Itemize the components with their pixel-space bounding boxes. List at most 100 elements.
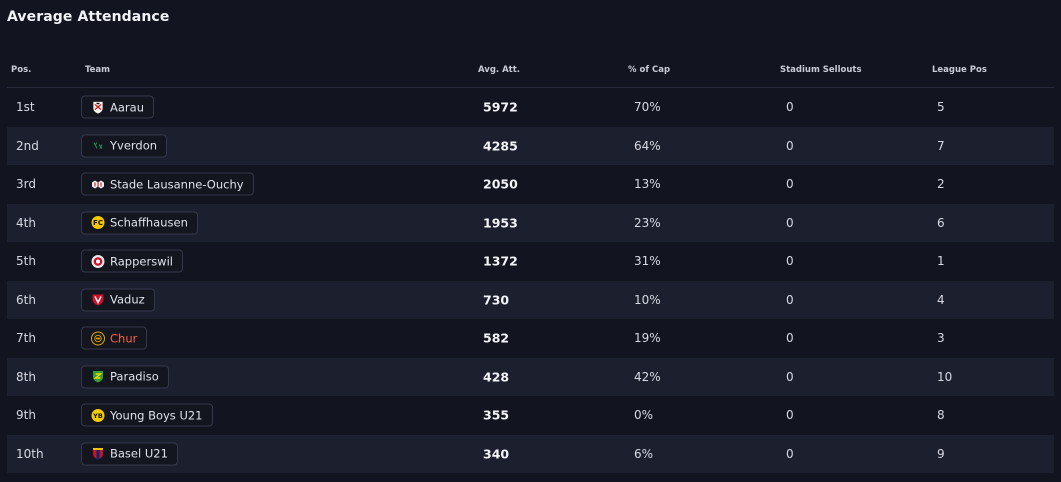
league-pos-cell: 5 — [937, 100, 945, 115]
table-row[interactable]: 1st Aarau 5972 70% 0 5 — [7, 88, 1054, 127]
yverdon-crest-icon — [91, 139, 105, 153]
pct-capacity-cell: 70% — [634, 100, 661, 115]
team-link[interactable]: Basel U21 — [81, 442, 178, 466]
svg-text:YB: YB — [92, 412, 103, 420]
position-cell: 9th — [16, 408, 36, 423]
avg-attendance-cell: 355 — [483, 407, 510, 423]
pct-capacity-cell: 13% — [634, 177, 661, 192]
stadium-sellouts-cell: 0 — [786, 331, 794, 346]
stadium-sellouts-cell: 0 — [786, 408, 794, 423]
table-row[interactable]: 2nd Yverdon 4285 64% 0 7 — [7, 126, 1054, 165]
schaffhausen-crest-icon: FC — [91, 216, 105, 230]
stadium-sellouts-cell: 0 — [786, 254, 794, 269]
league-pos-cell: 8 — [937, 408, 945, 423]
team-link[interactable]: Yverdon — [81, 134, 168, 158]
stadium-sellouts-cell: 0 — [786, 215, 794, 230]
table-row[interactable]: 4th FC Schaffhausen 1953 23% 0 6 — [7, 203, 1054, 242]
pct-capacity-cell: 64% — [634, 138, 661, 153]
position-cell: 8th — [16, 369, 36, 384]
avg-attendance-cell: 2050 — [483, 176, 518, 192]
league-pos-cell: 6 — [937, 215, 945, 230]
table-body: 1st Aarau 5972 70% 0 5 2nd Yverdon 4285 64% 0 7 3rd S… — [7, 88, 1054, 473]
league-pos-cell: 9 — [937, 446, 945, 461]
attendance-table: Pos. Team Avg. Att. % of Cap Stadium Sel… — [7, 54, 1054, 473]
position-cell: 4th — [16, 215, 36, 230]
pct-capacity-cell: 31% — [634, 254, 661, 269]
svg-text:FC: FC — [93, 219, 103, 227]
pct-capacity-cell: 23% — [634, 215, 661, 230]
aarau-crest-icon — [91, 100, 105, 115]
stadium-sellouts-cell: 0 — [786, 138, 794, 153]
rapperswil-crest-icon — [91, 254, 105, 268]
team-name: Aarau — [110, 100, 144, 115]
table-row[interactable]: 9th YB Young Boys U21 355 0% 0 8 — [7, 396, 1054, 435]
pct-capacity-cell: 10% — [634, 292, 661, 307]
team-link[interactable]: Chur — [81, 326, 148, 350]
stadium-sellouts-cell: 0 — [786, 292, 794, 307]
team-name: Stade Lausanne-Ouchy — [110, 177, 244, 192]
table-row[interactable]: 3rd Stade Lausanne-Ouchy 2050 13% 0 2 — [7, 165, 1054, 204]
table-header: Pos. Team Avg. Att. % of Cap Stadium Sel… — [7, 54, 1054, 88]
stadium-sellouts-cell: 0 — [786, 100, 794, 115]
team-name: Yverdon — [110, 138, 158, 153]
team-link[interactable]: Vaduz — [81, 288, 155, 312]
stadium-sellouts-cell: 0 — [786, 446, 794, 461]
table-row[interactable]: 7th Chur 582 19% 0 3 — [7, 319, 1054, 358]
position-cell: 10th — [16, 446, 44, 461]
team-link[interactable]: Aarau — [81, 95, 154, 119]
pct-capacity-cell: 0% — [634, 408, 654, 423]
league-pos-cell: 4 — [937, 292, 945, 307]
paradiso-crest-icon — [91, 370, 105, 384]
col-header-avg-att[interactable]: Avg. Att. — [478, 65, 521, 75]
avg-attendance-cell: 730 — [483, 292, 510, 308]
table-row[interactable]: 8th Paradiso 428 42% 0 10 — [7, 357, 1054, 396]
position-cell: 2nd — [16, 138, 39, 153]
pct-capacity-cell: 19% — [634, 331, 661, 346]
team-name: Basel U21 — [110, 446, 168, 461]
team-name: Vaduz — [110, 292, 145, 307]
col-header-team[interactable]: Team — [85, 65, 111, 75]
avg-attendance-cell: 428 — [483, 369, 510, 385]
avg-attendance-cell: 1372 — [483, 253, 518, 269]
young-boys-u21-crest-icon: YB — [91, 408, 105, 422]
col-header-league-pos[interactable]: League Pos — [932, 65, 987, 75]
col-header-pos[interactable]: Pos. — [11, 65, 32, 75]
table-row[interactable]: 5th Rapperswil 1372 31% 0 1 — [7, 242, 1054, 281]
table-row[interactable]: 10th Basel U21 340 6% 0 9 — [7, 434, 1054, 473]
avg-attendance-cell: 582 — [483, 330, 510, 346]
avg-attendance-cell: 5972 — [483, 99, 518, 115]
team-name: Schaffhausen — [110, 215, 188, 230]
league-pos-cell: 3 — [937, 331, 945, 346]
position-cell: 7th — [16, 331, 36, 346]
chur-crest-icon — [91, 331, 105, 346]
page-title: Average Attendance — [7, 9, 170, 25]
team-link[interactable]: Paradiso — [81, 365, 169, 389]
team-name: Chur — [110, 331, 138, 346]
team-link[interactable]: Rapperswil — [81, 249, 183, 273]
team-link[interactable]: Stade Lausanne-Ouchy — [81, 172, 254, 196]
avg-attendance-cell: 340 — [483, 446, 510, 462]
avg-attendance-cell: 4285 — [483, 138, 518, 154]
position-cell: 1st — [16, 100, 35, 115]
league-pos-cell: 2 — [937, 177, 945, 192]
league-pos-cell: 1 — [937, 254, 945, 269]
basel-u21-crest-icon — [91, 447, 105, 461]
table-row[interactable]: 6th Vaduz 730 10% 0 4 — [7, 280, 1054, 319]
avg-attendance-cell: 1953 — [483, 215, 518, 231]
team-name: Rapperswil — [110, 254, 173, 269]
pct-capacity-cell: 42% — [634, 369, 661, 384]
position-cell: 5th — [16, 254, 36, 269]
position-cell: 6th — [16, 292, 36, 307]
team-name: Paradiso — [110, 369, 159, 384]
stadium-sellouts-cell: 0 — [786, 369, 794, 384]
team-link[interactable]: YB Young Boys U21 — [81, 403, 213, 427]
stade-lausanne-ouchy-crest-icon — [91, 177, 105, 191]
league-pos-cell: 7 — [937, 138, 945, 153]
team-link[interactable]: FC Schaffhausen — [81, 211, 198, 235]
position-cell: 3rd — [16, 177, 36, 192]
vaduz-crest-icon — [91, 293, 105, 307]
col-header-stadium-sellouts[interactable]: Stadium Sellouts — [780, 65, 862, 75]
col-header-pct-cap[interactable]: % of Cap — [628, 65, 671, 75]
team-name: Young Boys U21 — [110, 408, 203, 423]
